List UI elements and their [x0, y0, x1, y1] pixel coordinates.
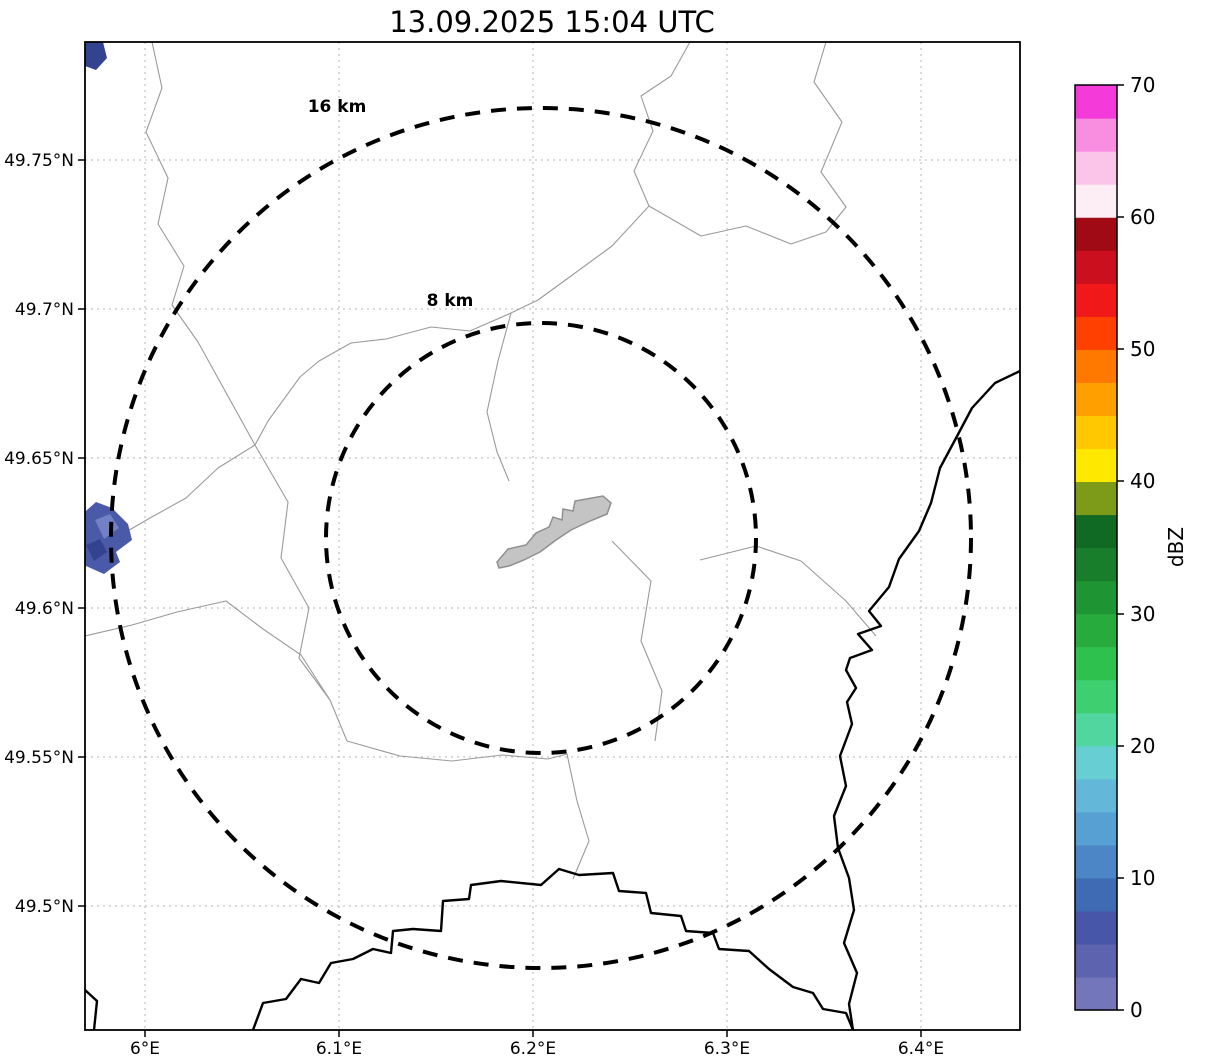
plot-frame: [84, 41, 1021, 1031]
radar-echo-west-light: [95, 514, 119, 539]
colorbar-band: [1075, 217, 1117, 251]
range-ring-8km-label: 8 km: [427, 291, 474, 311]
y-tick-label: 49.7°N: [15, 300, 74, 320]
admin-boundaries: [85, 42, 877, 880]
radar-echo-west-dark: [86, 539, 107, 561]
border-south: [251, 867, 855, 1030]
colorbar-band: [1075, 910, 1117, 945]
y-tick-label: 49.6°N: [15, 599, 74, 619]
border-southwest: [85, 989, 99, 1030]
y-tick-label: 49.55°N: [4, 748, 74, 768]
colorbar-tick-label: 60: [1130, 205, 1155, 229]
colorbar-tick-marks: [1117, 84, 1124, 1011]
colorbar-band: [1075, 118, 1117, 152]
boundary-line: [145, 42, 256, 446]
radar-echoes: [85, 42, 132, 574]
colorbar-tick-label: 70: [1130, 73, 1155, 97]
boundary-line: [486, 312, 512, 482]
y-tick-label: 49.65°N: [4, 449, 74, 469]
colorbar-tick-label: 0: [1130, 998, 1143, 1022]
colorbar-band: [1075, 250, 1117, 284]
range-ring-16km-label: 16 km: [308, 97, 367, 117]
colorbar-band: [1075, 778, 1117, 813]
boundary-line: [648, 205, 827, 245]
x-tick-label: 6.4°E: [898, 1039, 944, 1059]
colorbar-band: [1075, 943, 1117, 978]
colorbar-band: [1075, 481, 1117, 516]
colorbar-tick-label: 30: [1130, 602, 1155, 626]
colorbar-band: [1075, 547, 1117, 582]
colorbar-band: [1075, 85, 1117, 119]
range-rings: [109, 106, 973, 970]
radar-echo-northwest-corner: [85, 42, 107, 70]
colorbar-band: [1075, 613, 1117, 648]
colorbar-band: [1075, 844, 1117, 879]
map-layer: [85, 42, 1020, 1030]
boundary-line: [510, 42, 691, 314]
colorbar-band: [1075, 151, 1117, 185]
boundary-line: [346, 740, 590, 880]
boundary-line: [611, 540, 663, 742]
colorbar-band: [1075, 448, 1117, 483]
y-tick-label: 49.75°N: [4, 151, 74, 171]
y-tick-label: 49.5°N: [15, 897, 74, 917]
axis-tick-marks: [78, 159, 922, 1037]
colorbar-tick-label: 10: [1130, 866, 1155, 890]
x-tick-label: 6.1°E: [316, 1039, 362, 1059]
colorbar-tick-labels: 70 60 50 40 30 20 10 0: [1130, 73, 1155, 1022]
range-ring-16km: [109, 106, 973, 970]
boundary-line: [813, 42, 847, 233]
colorbar-band: [1075, 382, 1117, 416]
boundary-line: [111, 444, 256, 541]
range-ring-8km: [324, 321, 758, 755]
colorbar-band: [1075, 514, 1117, 549]
colorbar-band: [1075, 349, 1117, 383]
colorbar-tick-label: 40: [1130, 469, 1155, 493]
colorbar-band: [1075, 811, 1117, 846]
colorbar-band: [1075, 679, 1117, 714]
colorbar-band: [1075, 580, 1117, 615]
border-moselle-river: [832, 369, 1020, 1030]
plot-title: 13.09.2025 15:04 UTC: [389, 5, 715, 39]
x-tick-label: 6°E: [130, 1039, 160, 1059]
colorbar-tick-label: 50: [1130, 337, 1155, 361]
colorbar-frame: [1074, 84, 1118, 1011]
colorbar-band: [1075, 415, 1117, 449]
colorbar-band: [1075, 877, 1117, 912]
colorbar-band: [1075, 316, 1117, 350]
country-borders: [85, 369, 1020, 1030]
colorbar-band: [1075, 646, 1117, 681]
colorbar-band: [1075, 184, 1117, 218]
airport-area-polygon: [496, 495, 612, 569]
colorbar-tick-label: 20: [1130, 734, 1155, 758]
colorbar-bands: [1075, 85, 1117, 1011]
colorbar-band: [1075, 283, 1117, 317]
boundary-line: [699, 545, 877, 637]
colorbar-band: [1075, 712, 1117, 747]
boundary-line: [254, 312, 512, 446]
colorbar-axis-label: dBZ: [1164, 527, 1188, 567]
colorbar-band: [1075, 976, 1117, 1011]
boundary-line: [85, 600, 331, 701]
x-axis-labels: 6°E 6.1°E 6.2°E 6.3°E 6.4°E: [130, 1039, 944, 1059]
x-tick-label: 6.3°E: [704, 1039, 750, 1059]
y-axis-labels: 49.75°N 49.7°N 49.65°N 49.6°N 49.55°N 49…: [4, 151, 74, 917]
x-tick-label: 6.2°E: [510, 1039, 556, 1059]
colorbar-band: [1075, 745, 1117, 780]
